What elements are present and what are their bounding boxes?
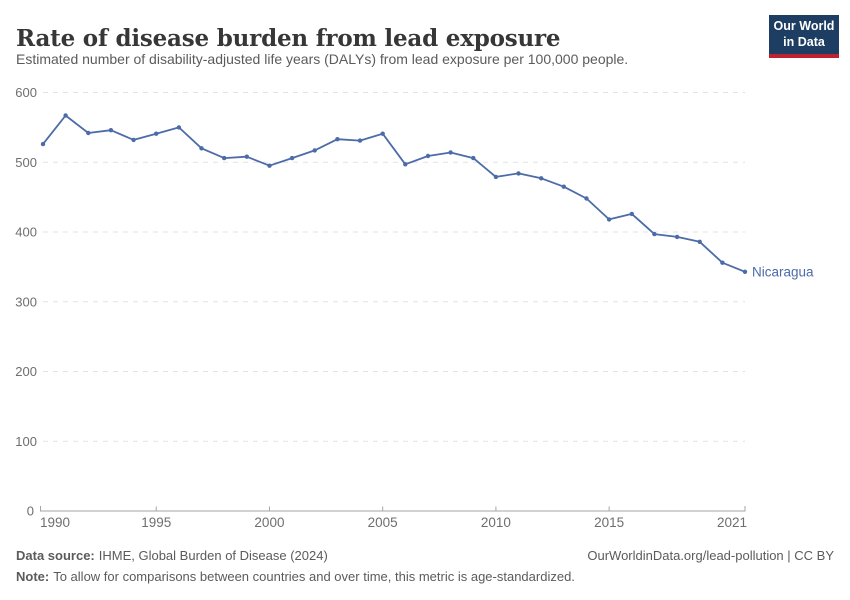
y-tick-label: 200 [15,364,37,379]
data-point[interactable] [154,131,159,136]
chart-note: Note: To allow for comparisons between co… [16,569,834,584]
data-point[interactable] [40,141,46,147]
data-point[interactable] [176,125,182,130]
data-point[interactable] [493,174,499,180]
data-point[interactable] [312,148,317,153]
owid-logo-line2: in Data [783,34,825,49]
owid-logo-line1: Our World [773,19,835,33]
data-source-label: Data source: [16,548,95,563]
x-tick-label: 1995 [141,515,171,530]
data-point[interactable] [697,239,702,244]
data-point[interactable] [380,131,385,136]
trend-line[interactable] [42,114,746,273]
data-point[interactable] [448,150,453,155]
data-point[interactable] [199,146,204,151]
y-tick-label: 400 [15,225,37,240]
data-point[interactable] [63,113,68,118]
data-point[interactable] [561,184,566,189]
data-point[interactable] [86,130,91,136]
data-point[interactable] [267,163,272,168]
x-tick-label: 2010 [481,515,511,530]
page-title: Rate of disease burden from lead exposur… [16,25,561,53]
data-point[interactable] [652,231,657,237]
data-point[interactable] [222,155,227,161]
data-point[interactable] [289,155,295,161]
line-chart: 100 200 300 400 500 600 0 1990 1995 2000 2005 2010 2… [0,83,850,538]
data-point[interactable] [244,154,249,159]
data-point[interactable] [403,162,408,167]
chart-footer: Data source: IHME, Global Burden of Disea… [16,548,834,563]
data-point[interactable] [629,211,634,217]
data-point[interactable] [335,137,340,142]
data-point[interactable] [108,128,114,133]
note-label: Note: [16,569,50,584]
series-label: Nicaragua [752,264,814,279]
data-point[interactable] [131,137,136,143]
data-point[interactable] [516,171,521,176]
x-tick-label: 2021 [717,515,747,530]
data-point[interactable] [539,176,544,181]
data-point[interactable] [742,269,748,274]
data-point[interactable] [584,196,589,201]
data-point[interactable] [471,155,476,161]
data-point[interactable] [674,234,680,240]
data-point[interactable] [425,153,431,159]
data-source-text: IHME, Global Burden of Disease (2024) [98,548,328,563]
chart-subtitle: Estimated number of disability-adjusted … [16,51,629,67]
data-point[interactable] [357,138,363,143]
data-point[interactable] [606,217,612,222]
x-tick-label: 2015 [594,515,624,530]
y-tick-label: 100 [15,434,37,449]
x-tick-label: 2005 [368,515,398,530]
data-point[interactable] [720,260,725,265]
y-tick-label: 500 [15,155,37,170]
y-tick-label: 300 [15,294,37,309]
note-text: To allow for comparisons between countri… [53,569,575,584]
attribution-link[interactable]: OurWorldinData.org/lead-pollution | CC B… [587,548,834,563]
x-tick-label: 2000 [254,515,284,530]
data-source-line: Data source: IHME, Global Burden of Disea… [16,548,328,563]
y-tick-label: 600 [15,85,37,100]
y-tick-label-zero: 0 [27,504,34,519]
chart-canvas: 100 200 300 400 500 600 0 1990 1995 2000 2005 2010 2… [15,85,814,530]
x-tick-label: 1990 [40,515,70,530]
owid-logo: Our World in Data [769,15,839,58]
